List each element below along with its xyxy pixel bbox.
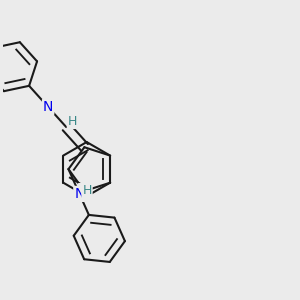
Text: O: O [79,184,90,198]
Text: H: H [82,184,92,197]
Text: N: N [74,187,85,201]
Text: N: N [43,100,53,114]
Text: H: H [68,115,77,128]
